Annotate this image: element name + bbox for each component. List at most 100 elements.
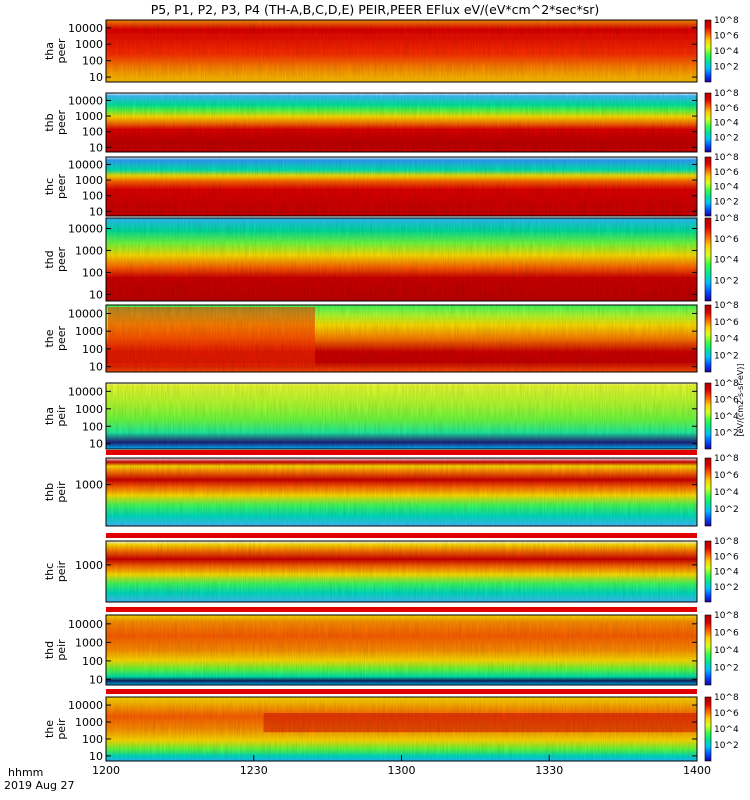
active-interval-overlay bbox=[108, 307, 315, 366]
colorbar-tick-label: 10^2 bbox=[714, 351, 739, 361]
colorbar-tick-label: 10^2 bbox=[714, 133, 739, 143]
panel-species-label: peir bbox=[55, 639, 68, 661]
colorbar-tick-label: 10^8 bbox=[714, 89, 739, 99]
panel-the-peir: the peir 10 100 1000 10000 10^2 10^4 10^6 10^8 bbox=[43, 689, 739, 763]
colorbar-tick-label: 10^6 bbox=[714, 235, 739, 245]
colorbar-tick-label: 10^8 bbox=[714, 379, 739, 389]
panel-frame bbox=[105, 304, 698, 373]
enhanced-flux-overlay bbox=[263, 713, 697, 733]
panel-probe-label: thd bbox=[43, 641, 56, 659]
colorbar-tick-label: 10^8 bbox=[714, 301, 739, 311]
spectrogram-image bbox=[106, 218, 697, 301]
separator-bar bbox=[106, 533, 697, 538]
panel-probe-label: the bbox=[43, 720, 56, 738]
panel-thd-peer: thd peer 10 100 1000 10000 10^2 10^4 10^6 10^8 bbox=[43, 214, 739, 302]
panel-thb-peir: thb peir 1000 10^2 10^4 10^6 10^8 bbox=[43, 450, 739, 527]
x-tick-label: 1330 bbox=[535, 764, 563, 777]
y-tick-label: 10 bbox=[89, 71, 103, 84]
separator-bar bbox=[106, 450, 697, 455]
spectrogram-image bbox=[106, 541, 697, 602]
date-label: 2019 Aug 27 bbox=[4, 779, 74, 792]
panel-frame bbox=[105, 382, 698, 450]
colorbar bbox=[704, 156, 712, 217]
panel-species-label: peir bbox=[55, 481, 68, 503]
y-tick-label: 10 bbox=[89, 750, 103, 763]
x-axis: hhmm 2019 Aug 27 1200 1230 1300 1330 1400 bbox=[4, 755, 711, 792]
panel-species-label: peer bbox=[55, 38, 68, 64]
panel-species-label: peir bbox=[55, 718, 68, 740]
colorbar-tick-label: 10^6 bbox=[714, 709, 739, 719]
y-tick-label: 100 bbox=[82, 343, 103, 356]
colorbar-tick-label: 10^4 bbox=[714, 725, 739, 735]
colorbar-tick-label: 10^8 bbox=[714, 537, 739, 547]
panel-probe-label: thd bbox=[43, 250, 56, 268]
colorbar-label: [eV/(cm2-s-sr-eV)] bbox=[736, 363, 745, 436]
colorbar-tick-label: 10^6 bbox=[714, 168, 739, 178]
panel-frame bbox=[105, 156, 698, 217]
separator-bar bbox=[106, 689, 697, 694]
y-tick-label: 10 bbox=[89, 361, 103, 374]
y-tick-label: 100 bbox=[82, 420, 103, 433]
y-tick-label: 10000 bbox=[68, 385, 103, 398]
colorbar-tick-label: 10^4 bbox=[714, 412, 739, 422]
y-tick-label: 10000 bbox=[68, 158, 103, 171]
y-tick-label: 100 bbox=[82, 733, 103, 746]
panel-frame bbox=[105, 540, 698, 603]
colorbar-tick-label: 10^8 bbox=[714, 611, 739, 621]
panel-frame bbox=[105, 19, 698, 83]
colorbar bbox=[704, 540, 712, 603]
colorbar bbox=[704, 19, 712, 83]
colorbar-tick-label: 10^2 bbox=[714, 63, 739, 73]
y-tick-label: 10 bbox=[89, 673, 103, 686]
colorbar bbox=[704, 304, 712, 373]
panel-species-label: peer bbox=[55, 326, 68, 352]
panel-probe-label: thb bbox=[43, 483, 56, 501]
x-tick-label: 1300 bbox=[388, 764, 416, 777]
panel-species-label: peir bbox=[55, 560, 68, 582]
panel-the-peer: the peer 10 100 1000 10000 10^2 10^4 10^6 10^8 bbox=[43, 301, 739, 374]
y-tick-label: 10000 bbox=[68, 699, 103, 712]
y-tick-label: 100 bbox=[82, 655, 103, 668]
panel-species-label: peir bbox=[55, 405, 68, 427]
y-tick-label: 1000 bbox=[75, 716, 103, 729]
colorbar-tick-label: 10^4 bbox=[714, 568, 739, 578]
panel-thc-peer: thc peer 10 100 1000 10000 10^2 10^4 10^6 10^8 bbox=[43, 153, 739, 218]
separator-bar bbox=[106, 607, 697, 612]
spectrogram-image bbox=[106, 20, 697, 82]
y-tick-label: 100 bbox=[82, 266, 103, 279]
y-tick-label: 1000 bbox=[75, 325, 103, 338]
x-unit-label: hhmm bbox=[8, 766, 43, 779]
y-tick-label: 10000 bbox=[68, 22, 103, 35]
y-tick-label: 1000 bbox=[75, 559, 103, 572]
colorbar-tick-label: 10^6 bbox=[714, 318, 739, 328]
panel-probe-label: tha bbox=[43, 407, 56, 425]
spectrogram-image bbox=[106, 615, 697, 685]
y-tick-label: 1000 bbox=[75, 174, 103, 187]
colorbar-tick-label: 10^2 bbox=[714, 276, 739, 286]
colorbar-tick-label: 10^2 bbox=[714, 505, 739, 515]
panel-probe-label: thc bbox=[43, 178, 56, 195]
colorbar-tick-label: 10^6 bbox=[714, 471, 739, 481]
y-tick-label: 1000 bbox=[75, 110, 103, 123]
panel-frame bbox=[105, 92, 698, 153]
spectrogram-image bbox=[106, 383, 697, 449]
spectrogram-image bbox=[106, 458, 697, 526]
panel-probe-label: tha bbox=[43, 42, 56, 60]
colorbar-tick-label: 10^6 bbox=[714, 629, 739, 639]
panel-tha-peer: tha peer 10 100 1000 10000 10^2 10^4 10^6 10^8 bbox=[43, 16, 739, 84]
colorbar-tick-label: 10^8 bbox=[714, 693, 739, 703]
y-tick-label: 1000 bbox=[75, 636, 103, 649]
colorbar-tick-label: 10^6 bbox=[714, 104, 739, 114]
y-tick-label: 1000 bbox=[75, 244, 103, 257]
y-tick-label: 10 bbox=[89, 288, 103, 301]
y-tick-label: 10000 bbox=[68, 94, 103, 107]
colorbar-tick-label: 10^8 bbox=[714, 454, 739, 464]
colorbar bbox=[704, 92, 712, 153]
panel-tha-peir: tha peir 10 100 1000 10000 10^2 10^4 10^6 10^8 bbox=[43, 379, 739, 451]
y-tick-label: 10000 bbox=[68, 307, 103, 320]
colorbar-tick-label: 10^2 bbox=[714, 197, 739, 207]
panel-species-label: peer bbox=[55, 110, 68, 136]
colorbar-tick-label: 10^8 bbox=[714, 16, 739, 26]
panel-frame bbox=[105, 217, 698, 302]
